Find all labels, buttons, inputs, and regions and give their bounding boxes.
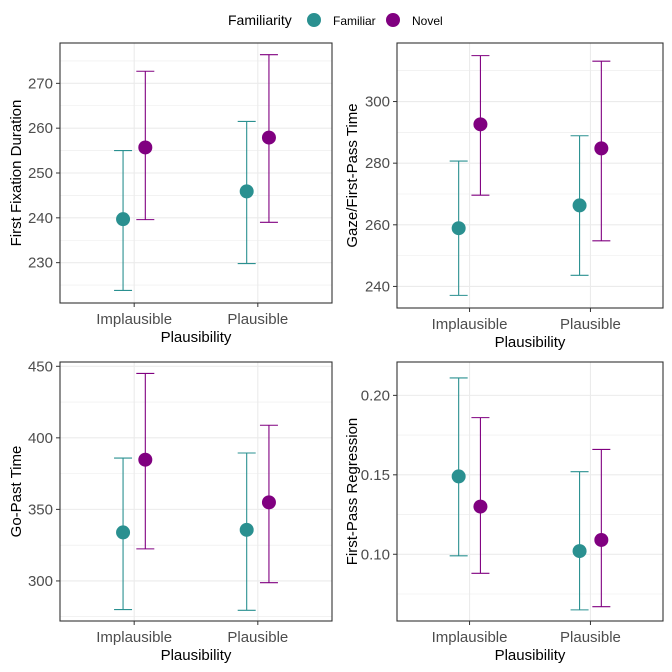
y-axis-title: Gaze/First-Pass Time: [344, 103, 361, 247]
series-familiar: [449, 135, 589, 296]
panel-border: [396, 42, 664, 309]
y-tick-label: 280: [365, 155, 390, 172]
mean-point: [594, 141, 609, 156]
x-tick-label: Plausible: [560, 316, 621, 333]
series-familiar: [114, 120, 256, 291]
legend-key-novel: [386, 13, 400, 27]
legend: Familiarity Familiar Novel: [228, 12, 443, 28]
series-novel: [471, 417, 611, 608]
panel-1: 230 240 250 260 270 Implausible PlausiblePlaus…: [8, 42, 333, 346]
series-novel: [471, 55, 611, 242]
x-axis-title: Plausibility: [161, 647, 232, 664]
x-tick-label: Implausible: [432, 316, 508, 333]
x-axis-title: Plausibility: [495, 334, 566, 351]
panel-4: 0.10 0.15 0.20 Implausible PlausiblePlausibi…: [344, 361, 664, 664]
y-tick-label: 0.10: [361, 546, 390, 563]
mean-point: [116, 525, 131, 540]
y-tick-label: 270: [28, 75, 53, 92]
mean-point: [451, 469, 466, 484]
y-tick-label: 240: [28, 210, 53, 227]
x-axis-title: Plausibility: [495, 647, 566, 664]
legend-label-familiar: Familiar: [333, 14, 376, 28]
legend-title: Familiarity: [228, 12, 292, 28]
y-tick-label: 0.15: [361, 467, 390, 484]
series-familiar: [449, 377, 589, 611]
mean-point: [572, 198, 587, 213]
y-tick-label: 400: [28, 430, 53, 447]
mean-point: [138, 140, 153, 155]
x-tick-label: Plausible: [560, 629, 621, 646]
series-novel: [136, 54, 278, 223]
x-tick-label: Implausible: [432, 629, 508, 646]
mean-point: [239, 184, 254, 199]
mean-point: [261, 495, 276, 510]
mean-point: [239, 522, 254, 537]
panel-2: 240 260 280 300 Implausible PlausiblePlausibi…: [344, 42, 664, 351]
y-axis-title: First Fixation Duration: [8, 100, 25, 247]
legend-label-novel: Novel: [412, 14, 443, 28]
panel-border: [59, 361, 333, 622]
x-axis-title: Plausibility: [161, 329, 232, 346]
x-tick-label: Plausible: [227, 311, 288, 328]
y-tick-label: 350: [28, 501, 53, 518]
y-tick-label: 240: [365, 278, 390, 295]
mean-point: [116, 212, 131, 227]
mean-point: [473, 499, 488, 514]
panel-border: [396, 361, 664, 622]
panel-3: 300 350 400 450 Implausible PlausiblePlausibi…: [8, 358, 333, 664]
y-tick-label: 0.20: [361, 387, 390, 404]
legend-key-familiar: [307, 13, 321, 27]
mean-point: [451, 221, 466, 236]
mean-point: [473, 117, 488, 132]
y-tick-label: 300: [365, 94, 390, 111]
series-familiar: [114, 452, 256, 611]
y-axis-title: Go-Past Time: [8, 446, 25, 538]
y-tick-label: 230: [28, 255, 53, 272]
mean-point: [572, 544, 587, 559]
mean-point: [261, 130, 276, 145]
y-tick-label: 300: [28, 573, 53, 590]
mean-point: [138, 452, 153, 467]
x-tick-label: Plausible: [227, 629, 288, 646]
mean-point: [594, 532, 609, 547]
x-tick-label: Implausible: [96, 629, 172, 646]
x-tick-label: Implausible: [96, 311, 172, 328]
y-tick-label: 450: [28, 358, 53, 375]
y-axis-title: First-Pass Regression: [344, 418, 361, 566]
series-novel: [136, 372, 278, 584]
y-tick-label: 250: [28, 165, 53, 182]
panel-border: [59, 42, 333, 304]
y-tick-label: 260: [28, 120, 53, 137]
y-tick-label: 260: [365, 217, 390, 234]
